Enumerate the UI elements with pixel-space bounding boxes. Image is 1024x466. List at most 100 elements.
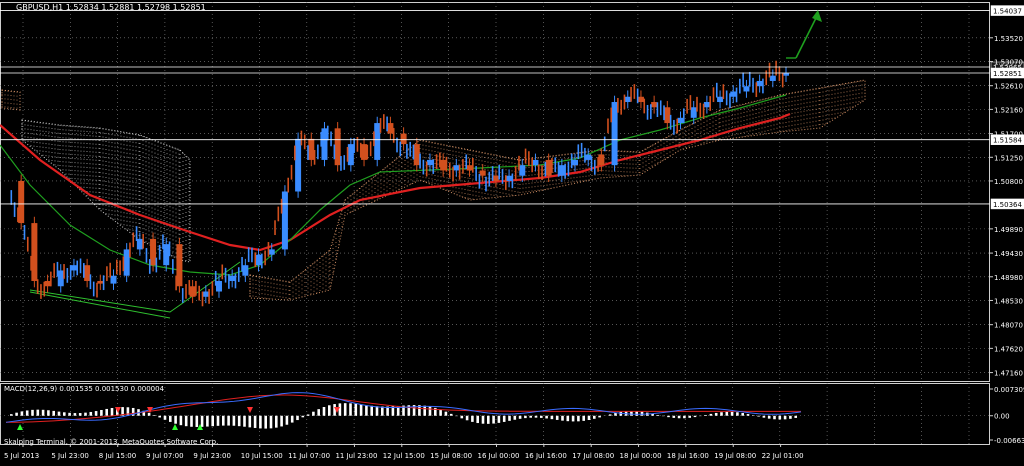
main-panel-border [0, 2, 990, 382]
candle-body [585, 154, 592, 160]
candle-body [44, 280, 51, 287]
candle-body [400, 133, 407, 145]
price-tick-label: 1.48980 [994, 274, 1023, 282]
sell-marker [115, 407, 121, 413]
candle-body [743, 86, 750, 92]
trendline-green-2 [29, 291, 171, 319]
candle-body [637, 96, 644, 103]
candle-body [413, 144, 420, 166]
time-tick-label: 5 Jul 2013 [4, 452, 39, 460]
time-tick-label: 10 Jul 15:00 [241, 452, 283, 460]
candle-body [558, 165, 565, 176]
trend-arrow [786, 10, 822, 59]
time-tick-label: 19 Jul 08:00 [714, 452, 756, 460]
sell-marker [334, 407, 340, 413]
candle-body [453, 165, 460, 171]
candle-body [295, 138, 302, 192]
time-tick-label: 17 Jul 08:00 [572, 452, 614, 460]
level-flag-label: 1.52851 [993, 70, 1022, 78]
symbol-header: GBPUSD,H1 1.52834 1.52881 1.52798 1.5285… [16, 3, 206, 12]
buy-marker [17, 424, 23, 430]
macd-tick-label: 0.007309 [994, 386, 1024, 394]
time-tick-label: 9 Jul 23:00 [193, 452, 231, 460]
price-tick-label: 1.48530 [994, 297, 1023, 305]
candle-body [242, 265, 249, 276]
candle-body [756, 80, 763, 87]
buy-marker [172, 424, 178, 430]
candle-body [361, 144, 368, 160]
time-tick-label: 5 Jul 23:00 [51, 452, 89, 460]
time-tick-label: 16 Jul 16:00 [525, 452, 567, 460]
level-flag [990, 134, 1024, 145]
ma-green [0, 94, 787, 276]
candle-body [70, 265, 77, 271]
candle-body [215, 280, 222, 292]
candle-body [18, 180, 25, 224]
candle-body [136, 238, 143, 250]
candle-body [479, 170, 486, 176]
price-tick-label: 1.47160 [994, 370, 1023, 378]
candle-body [387, 123, 394, 134]
macd-tick-label: 0.00 [994, 413, 1010, 421]
candle-body [163, 244, 170, 266]
ma-red [0, 112, 791, 252]
price-tick-label: 1.50800 [994, 178, 1023, 186]
time-tick-label: 8 Jul 15:00 [99, 452, 137, 460]
candle-body [651, 102, 658, 108]
sell-marker [247, 407, 253, 413]
time-tick-label: 11 Jul 07:00 [288, 452, 330, 460]
time-tick-label: 15 Jul 08:00 [430, 452, 472, 460]
price-tick-label: 1.47620 [994, 345, 1023, 353]
trendline-green [29, 261, 241, 313]
moving-averages [0, 94, 791, 319]
price-tick-label: 1.51700 [994, 131, 1023, 139]
candle-body [730, 91, 737, 97]
time-tick-label: 12 Jul 15:00 [383, 452, 425, 460]
level-flag-label: 1.51584 [993, 137, 1022, 145]
candle-body [189, 286, 196, 297]
candle-body [110, 275, 117, 284]
level-flag-label: 1.50364 [993, 201, 1022, 209]
candle-body [440, 159, 447, 171]
buy-marker [197, 424, 203, 430]
price-tick-label: 1.53520 [994, 35, 1023, 43]
candle-body [347, 144, 354, 166]
candle-body [281, 191, 288, 250]
candle-body [664, 107, 671, 124]
candle-body [783, 73, 789, 76]
candle-body [466, 165, 473, 171]
candle-body [717, 96, 724, 103]
candle-body [97, 280, 104, 284]
price-tick-label: 1.53070 [994, 58, 1023, 66]
candle-body [598, 154, 605, 166]
time-tick-label: 11 Jul 23:00 [335, 452, 377, 460]
price-tick-label: 1.52160 [994, 106, 1023, 114]
candle-body [426, 159, 433, 166]
candle-body [545, 159, 552, 176]
axes: 1.53520 1.53070 1.52610 1.52160 1.51700 1.512… [4, 35, 1024, 460]
candle-body [677, 117, 684, 124]
candle-body [268, 249, 275, 255]
level-flag [990, 67, 1024, 79]
sell-marker [147, 407, 153, 413]
level-flag [990, 198, 1024, 210]
candles [10, 60, 789, 307]
time-tick-label: 18 Jul 00:00 [620, 452, 662, 460]
level-flag-label: 1.54037 [993, 8, 1022, 16]
candle-body [572, 159, 579, 166]
macd-grid [0, 383, 990, 445]
price-tick-label: 1.49430 [994, 250, 1023, 258]
candle-body [506, 175, 513, 181]
candle-body [374, 123, 381, 160]
candle-body [150, 238, 157, 266]
level-flag [990, 5, 1024, 16]
candle-body [624, 96, 631, 103]
candle-body [229, 275, 236, 281]
candle-body [690, 107, 697, 118]
candle-body [31, 223, 38, 281]
macd-panel-border [0, 383, 990, 445]
